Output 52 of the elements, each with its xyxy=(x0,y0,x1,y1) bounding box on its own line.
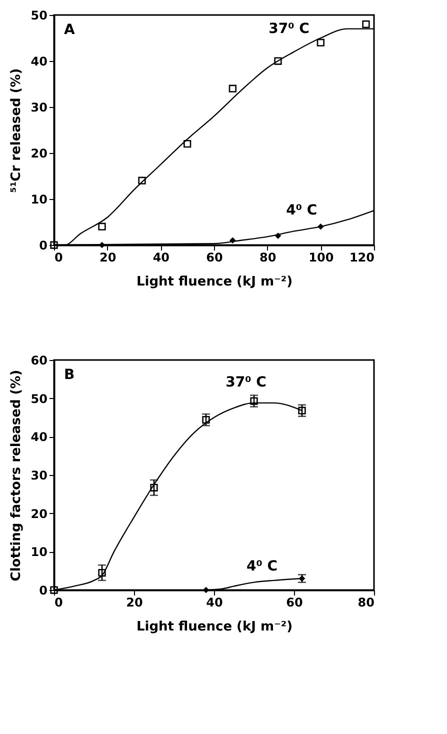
y-tick-label: 40 xyxy=(30,54,48,68)
y-tick-label: 30 xyxy=(30,468,48,482)
point xyxy=(184,140,192,148)
point xyxy=(250,397,258,405)
point xyxy=(274,57,282,65)
point xyxy=(298,406,306,414)
x-tick-label: 40 xyxy=(206,596,223,610)
point xyxy=(202,416,210,424)
y-tick-label: 0 xyxy=(39,584,48,598)
x-tick-label: 120 xyxy=(349,250,374,264)
y-tick-label: 50 xyxy=(30,8,48,22)
point xyxy=(228,84,236,92)
series-label: 4⁰ C xyxy=(246,558,278,574)
y-tick-label: 10 xyxy=(30,545,48,560)
x-tick-label: 0 xyxy=(54,596,63,610)
text: B xyxy=(64,367,75,383)
point xyxy=(98,222,106,230)
point xyxy=(138,176,146,184)
series-label: 37⁰ C xyxy=(226,374,266,391)
y-tick-label: 20 xyxy=(30,146,48,160)
x-tick-label: 0 xyxy=(54,250,63,264)
point xyxy=(98,568,106,577)
x-tick-label: 80 xyxy=(358,596,374,610)
x-tick-label: 60 xyxy=(286,596,303,610)
point xyxy=(150,484,158,492)
y-tick-label: 50 xyxy=(30,392,48,406)
x-tick-label: 40 xyxy=(152,250,170,264)
point xyxy=(98,242,106,248)
y-tick-label: 30 xyxy=(30,100,48,114)
point xyxy=(274,232,282,239)
y-tick-label: 40 xyxy=(30,430,48,444)
point xyxy=(316,38,324,46)
y-tick-label: 60 xyxy=(30,354,48,368)
point xyxy=(202,586,210,594)
point xyxy=(362,20,370,28)
x-tick-label: 60 xyxy=(206,250,223,264)
point xyxy=(318,223,324,230)
text: A xyxy=(64,22,75,38)
point xyxy=(230,237,236,244)
y-tick-label: 10 xyxy=(30,192,48,206)
series-label: 37⁰ C xyxy=(268,21,310,38)
y-tick-label: 20 xyxy=(30,506,48,521)
x-tick-label: 80 xyxy=(259,250,276,264)
x-axis-title: Light fluence (kJ m⁻²) xyxy=(136,620,293,634)
x-axis-title: Light fluence (kJ m⁻²) xyxy=(136,274,293,290)
y-axis-title: Clotting factors released (%) xyxy=(8,370,24,582)
x-tick-label: 20 xyxy=(126,596,143,610)
y-tick-label: 0 xyxy=(39,238,48,252)
x-tick-label: 100 xyxy=(308,250,334,264)
y-axis-title: ⁵¹Cr released (%) xyxy=(8,68,24,193)
x-tick-label: 20 xyxy=(99,250,116,264)
series-label: 4⁰ C xyxy=(286,202,318,219)
